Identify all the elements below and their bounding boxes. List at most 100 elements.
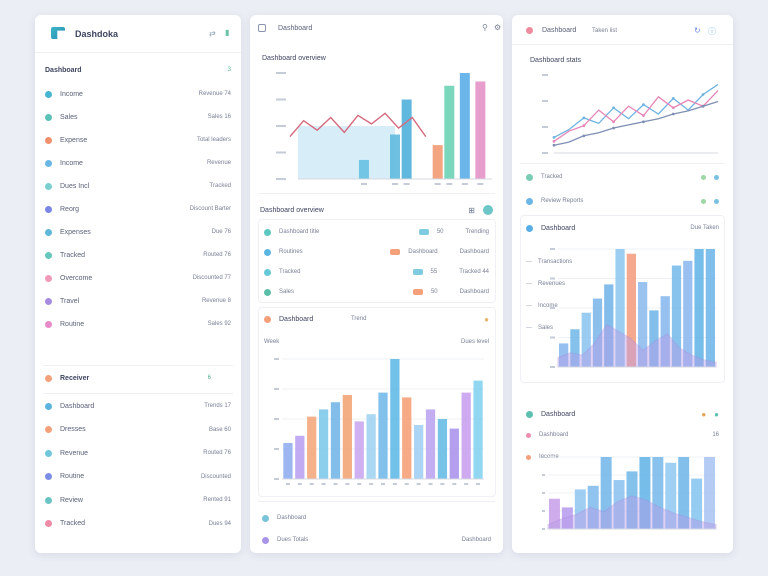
bar[interactable] bbox=[705, 249, 715, 367]
bar[interactable] bbox=[444, 85, 455, 179]
bar[interactable] bbox=[432, 145, 443, 179]
sidebar-item[interactable]: Sales Sales 16 bbox=[45, 106, 231, 128]
data-point[interactable] bbox=[582, 124, 586, 128]
bar[interactable] bbox=[358, 159, 369, 179]
right-list-item[interactable]: Review Reports bbox=[526, 191, 719, 211]
footer-item[interactable]: Dues Totals Dashboard bbox=[262, 531, 491, 549]
bar[interactable] bbox=[559, 343, 569, 367]
data-point[interactable] bbox=[701, 93, 705, 96]
bolt-icon[interactable]: ● bbox=[701, 409, 707, 419]
data-point[interactable] bbox=[582, 116, 586, 120]
data-point[interactable] bbox=[671, 106, 675, 110]
sidebar-item[interactable]: Tracked Dues 94 bbox=[45, 513, 231, 535]
bar[interactable] bbox=[671, 265, 682, 367]
bar[interactable] bbox=[694, 249, 704, 367]
data-point[interactable] bbox=[582, 134, 586, 138]
bar[interactable] bbox=[390, 134, 400, 179]
bar[interactable] bbox=[414, 425, 424, 479]
bar[interactable] bbox=[318, 409, 329, 479]
bar[interactable] bbox=[604, 284, 614, 367]
data-point[interactable] bbox=[671, 97, 675, 100]
bar[interactable] bbox=[678, 457, 690, 529]
bar[interactable] bbox=[401, 99, 412, 180]
bar[interactable] bbox=[307, 416, 317, 479]
bar[interactable] bbox=[378, 392, 388, 479]
bar[interactable] bbox=[330, 402, 341, 479]
bar[interactable] bbox=[600, 457, 612, 529]
data-point[interactable] bbox=[552, 136, 556, 139]
sidebar-item[interactable]: Routine Sales 92 bbox=[45, 313, 231, 335]
bar[interactable] bbox=[354, 421, 364, 479]
sidebar-item[interactable]: Routine Discounted bbox=[45, 466, 231, 488]
bar[interactable] bbox=[613, 480, 625, 529]
data-point[interactable] bbox=[552, 143, 556, 147]
search-icon[interactable]: ⚲ bbox=[482, 23, 488, 32]
bar[interactable] bbox=[652, 457, 664, 529]
bar[interactable] bbox=[473, 380, 483, 479]
bar[interactable] bbox=[581, 312, 591, 367]
info-icon[interactable]: ⓘ bbox=[708, 27, 716, 36]
bar[interactable] bbox=[475, 81, 486, 179]
sidebar-item[interactable]: Dresses Base 60 bbox=[45, 419, 231, 441]
right-list-item[interactable]: Tracked bbox=[526, 167, 719, 187]
sidebar-item[interactable]: Travel Revenue 8 bbox=[45, 290, 231, 312]
bar[interactable] bbox=[691, 478, 703, 529]
bar[interactable] bbox=[548, 498, 560, 529]
bar[interactable] bbox=[704, 457, 716, 529]
sidebar-item[interactable]: Overcome Discounted 77 bbox=[45, 267, 231, 289]
bar[interactable] bbox=[649, 310, 659, 367]
data-point[interactable] bbox=[642, 103, 645, 107]
data-point[interactable] bbox=[642, 120, 645, 124]
bar[interactable] bbox=[390, 359, 400, 479]
list-item[interactable]: Routines Dashboard Dashboard bbox=[264, 243, 489, 261]
data-point[interactable] bbox=[612, 106, 616, 110]
filter-icon[interactable]: ⊞ bbox=[468, 205, 475, 215]
bar[interactable] bbox=[638, 282, 648, 367]
more-icon[interactable]: ● bbox=[484, 314, 489, 324]
sidebar-item[interactable]: Tracked Routed 76 bbox=[45, 244, 231, 266]
bar[interactable] bbox=[665, 462, 677, 529]
data-point[interactable] bbox=[612, 120, 616, 124]
bar[interactable] bbox=[592, 298, 603, 367]
share-icon[interactable]: ⇄ bbox=[209, 29, 216, 38]
bar[interactable] bbox=[283, 443, 293, 479]
bar[interactable] bbox=[574, 489, 586, 529]
bottom-list-item[interactable]: Dashboard 16 bbox=[526, 427, 719, 443]
sidebar-item[interactable]: Expenses Due 76 bbox=[45, 221, 231, 243]
bar[interactable] bbox=[366, 414, 376, 479]
data-point[interactable] bbox=[701, 104, 705, 108]
data-point[interactable] bbox=[612, 126, 616, 130]
bar[interactable] bbox=[587, 485, 599, 529]
list-item[interactable]: Tracked 55 Tracked 44 bbox=[264, 263, 489, 281]
footer-item[interactable]: Dashboard bbox=[262, 509, 491, 527]
refresh-icon[interactable]: ↻ bbox=[694, 26, 701, 35]
bar[interactable] bbox=[402, 397, 412, 479]
bar[interactable] bbox=[683, 260, 693, 367]
data-point[interactable] bbox=[671, 112, 675, 116]
gear-icon[interactable]: ⚙ bbox=[494, 23, 502, 32]
sidebar-item[interactable]: Income Revenue 74 bbox=[45, 83, 231, 105]
bar[interactable] bbox=[660, 296, 670, 367]
bar[interactable] bbox=[626, 253, 636, 367]
bar[interactable] bbox=[459, 73, 470, 179]
sidebar-item[interactable]: Review Rented 91 bbox=[45, 489, 231, 511]
bar[interactable] bbox=[561, 507, 573, 529]
bar[interactable] bbox=[570, 329, 580, 367]
bar[interactable] bbox=[449, 428, 459, 479]
data-point[interactable] bbox=[642, 114, 645, 117]
sidebar-item[interactable]: Expense Total leaders bbox=[45, 129, 231, 151]
sidebar-item[interactable]: Revenue Routed 76 bbox=[45, 442, 231, 464]
bar[interactable] bbox=[639, 457, 651, 529]
bar[interactable] bbox=[626, 471, 638, 529]
sidebar-section-dashboard[interactable]: Dashboard 3 bbox=[45, 59, 231, 81]
sidebar-section-receiver[interactable]: Receiver 6 bbox=[45, 367, 231, 389]
bar[interactable] bbox=[461, 392, 471, 479]
bar[interactable] bbox=[295, 435, 305, 479]
list-item[interactable]: Sales 50 Dashboard bbox=[264, 283, 489, 301]
sidebar-item[interactable]: Dues Incl Tracked bbox=[45, 175, 231, 197]
sidebar-item[interactable]: Reorg Discount Barter bbox=[45, 198, 231, 220]
bar[interactable] bbox=[425, 409, 436, 479]
bar[interactable] bbox=[342, 395, 352, 479]
bookmark-icon[interactable]: ▮ bbox=[225, 28, 230, 37]
data-point[interactable] bbox=[552, 139, 556, 143]
